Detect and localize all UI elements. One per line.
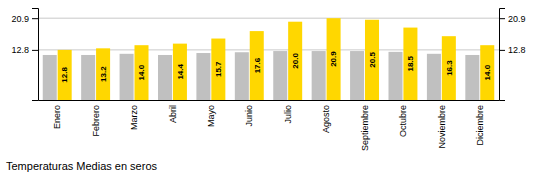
x-tick: Julio xyxy=(283,105,293,124)
data-label: 20.5 xyxy=(368,52,377,68)
bar xyxy=(465,55,479,100)
y2-axis-line xyxy=(500,9,506,101)
x-tick: Agosto xyxy=(321,105,331,133)
x-tick: Diciembre xyxy=(475,105,485,146)
plot: Enero Febrero Marzo Abril Mayo Junio Julio Agos… xyxy=(11,9,525,152)
bar xyxy=(120,54,134,100)
bar xyxy=(58,50,72,100)
grid xyxy=(38,18,499,50)
data-label: 14.0 xyxy=(483,64,492,80)
y-axis-line xyxy=(32,9,39,101)
data-label: 14.4 xyxy=(176,63,185,79)
bar xyxy=(173,44,187,100)
x-tick: Junio xyxy=(244,105,254,127)
bar xyxy=(288,22,302,100)
x-tick-label: Junio xyxy=(244,105,254,127)
bar xyxy=(273,51,287,100)
x-tick-label: Febrero xyxy=(91,105,101,137)
y-axis-tick-mark xyxy=(32,18,38,19)
bar xyxy=(235,52,249,100)
bars xyxy=(43,18,495,100)
chart-container: Enero Febrero Marzo Abril Mayo Junio Julio Agos… xyxy=(0,0,537,174)
x-tick-label: Abril xyxy=(168,105,178,123)
y2-axis-tick-mark xyxy=(499,18,505,19)
x-tick-label: Diciembre xyxy=(475,105,485,146)
x-tick-label: Mayo xyxy=(206,105,216,127)
data-label: 17.6 xyxy=(253,57,262,73)
data-labels: 12.8 13.2 14.0 14.4 15.7 17.6 20.0 20.9 20.5 18.5… xyxy=(60,51,492,83)
data-label: 16.3 xyxy=(445,60,454,76)
bar xyxy=(480,45,494,100)
chart: Enero Febrero Marzo Abril Mayo Junio Julio Agos… xyxy=(0,0,537,174)
x-tick: Mayo xyxy=(206,105,216,127)
x-tick: Octubre xyxy=(398,105,408,137)
data-label: 12.8 xyxy=(60,67,69,83)
x-tick: Marzo xyxy=(129,105,139,130)
y2-axis: 12.8 20.9 xyxy=(499,9,526,101)
data-label: 13.2 xyxy=(99,66,108,82)
bar xyxy=(312,51,326,100)
data-label: 18.5 xyxy=(406,55,415,71)
x-tick-label: Julio xyxy=(283,105,293,124)
x-axis-line xyxy=(39,100,500,101)
x-tick-label: Agosto xyxy=(321,105,331,133)
x-tick: Septiembre xyxy=(360,105,370,151)
y-axis-tick: 20.9 xyxy=(11,14,38,24)
x-tick-label: Marzo xyxy=(129,105,139,130)
bar xyxy=(211,39,225,100)
y-axis-tick-mark xyxy=(32,50,38,51)
title: Temperaturas Medias en seros xyxy=(6,160,158,172)
bar xyxy=(134,45,148,100)
bar xyxy=(327,18,341,100)
bar xyxy=(158,55,172,100)
bar xyxy=(427,54,441,100)
bar xyxy=(96,48,110,100)
bar xyxy=(388,52,402,100)
data-label: 15.7 xyxy=(214,61,223,77)
data-label: 14.0 xyxy=(137,64,146,80)
y-axis-tick-label: 20.9 xyxy=(11,14,29,24)
bar-series xyxy=(58,18,495,100)
bar xyxy=(403,28,417,100)
data-label: 20.9 xyxy=(329,51,338,67)
x-axis: Enero Febrero Marzo Abril Mayo Junio Julio Agos… xyxy=(39,101,500,152)
y-axis-tick: 12.8 xyxy=(11,45,38,55)
y-axis-tick-label: 12.8 xyxy=(11,45,29,55)
x-tick-label: Septiembre xyxy=(360,105,370,151)
y2-axis-tick: 20.9 xyxy=(499,14,526,24)
grid-line xyxy=(38,18,499,19)
y2-axis-tick-mark xyxy=(499,50,505,51)
bar xyxy=(350,51,364,100)
bar xyxy=(442,36,456,100)
x-tick: Enero xyxy=(52,105,62,129)
x-tick-label: Octubre xyxy=(398,105,408,137)
y2-axis-tick-label: 20.9 xyxy=(508,14,526,24)
data-label: 20.0 xyxy=(291,53,300,69)
x-tick: Noviembre xyxy=(437,105,447,149)
x-tick: Abril xyxy=(168,105,178,123)
y2-axis-tick-label: 12.8 xyxy=(508,45,526,55)
x-tick: Febrero xyxy=(91,105,101,137)
bar xyxy=(365,20,379,100)
bar xyxy=(250,31,264,100)
x-tick-label: Noviembre xyxy=(437,105,447,149)
bar xyxy=(43,55,57,100)
bar xyxy=(196,53,210,100)
x-tick-label: Enero xyxy=(52,105,62,129)
bar xyxy=(81,55,95,100)
y-axis: 12.8 20.9 xyxy=(11,9,38,101)
y2-axis-tick: 12.8 xyxy=(499,45,526,55)
